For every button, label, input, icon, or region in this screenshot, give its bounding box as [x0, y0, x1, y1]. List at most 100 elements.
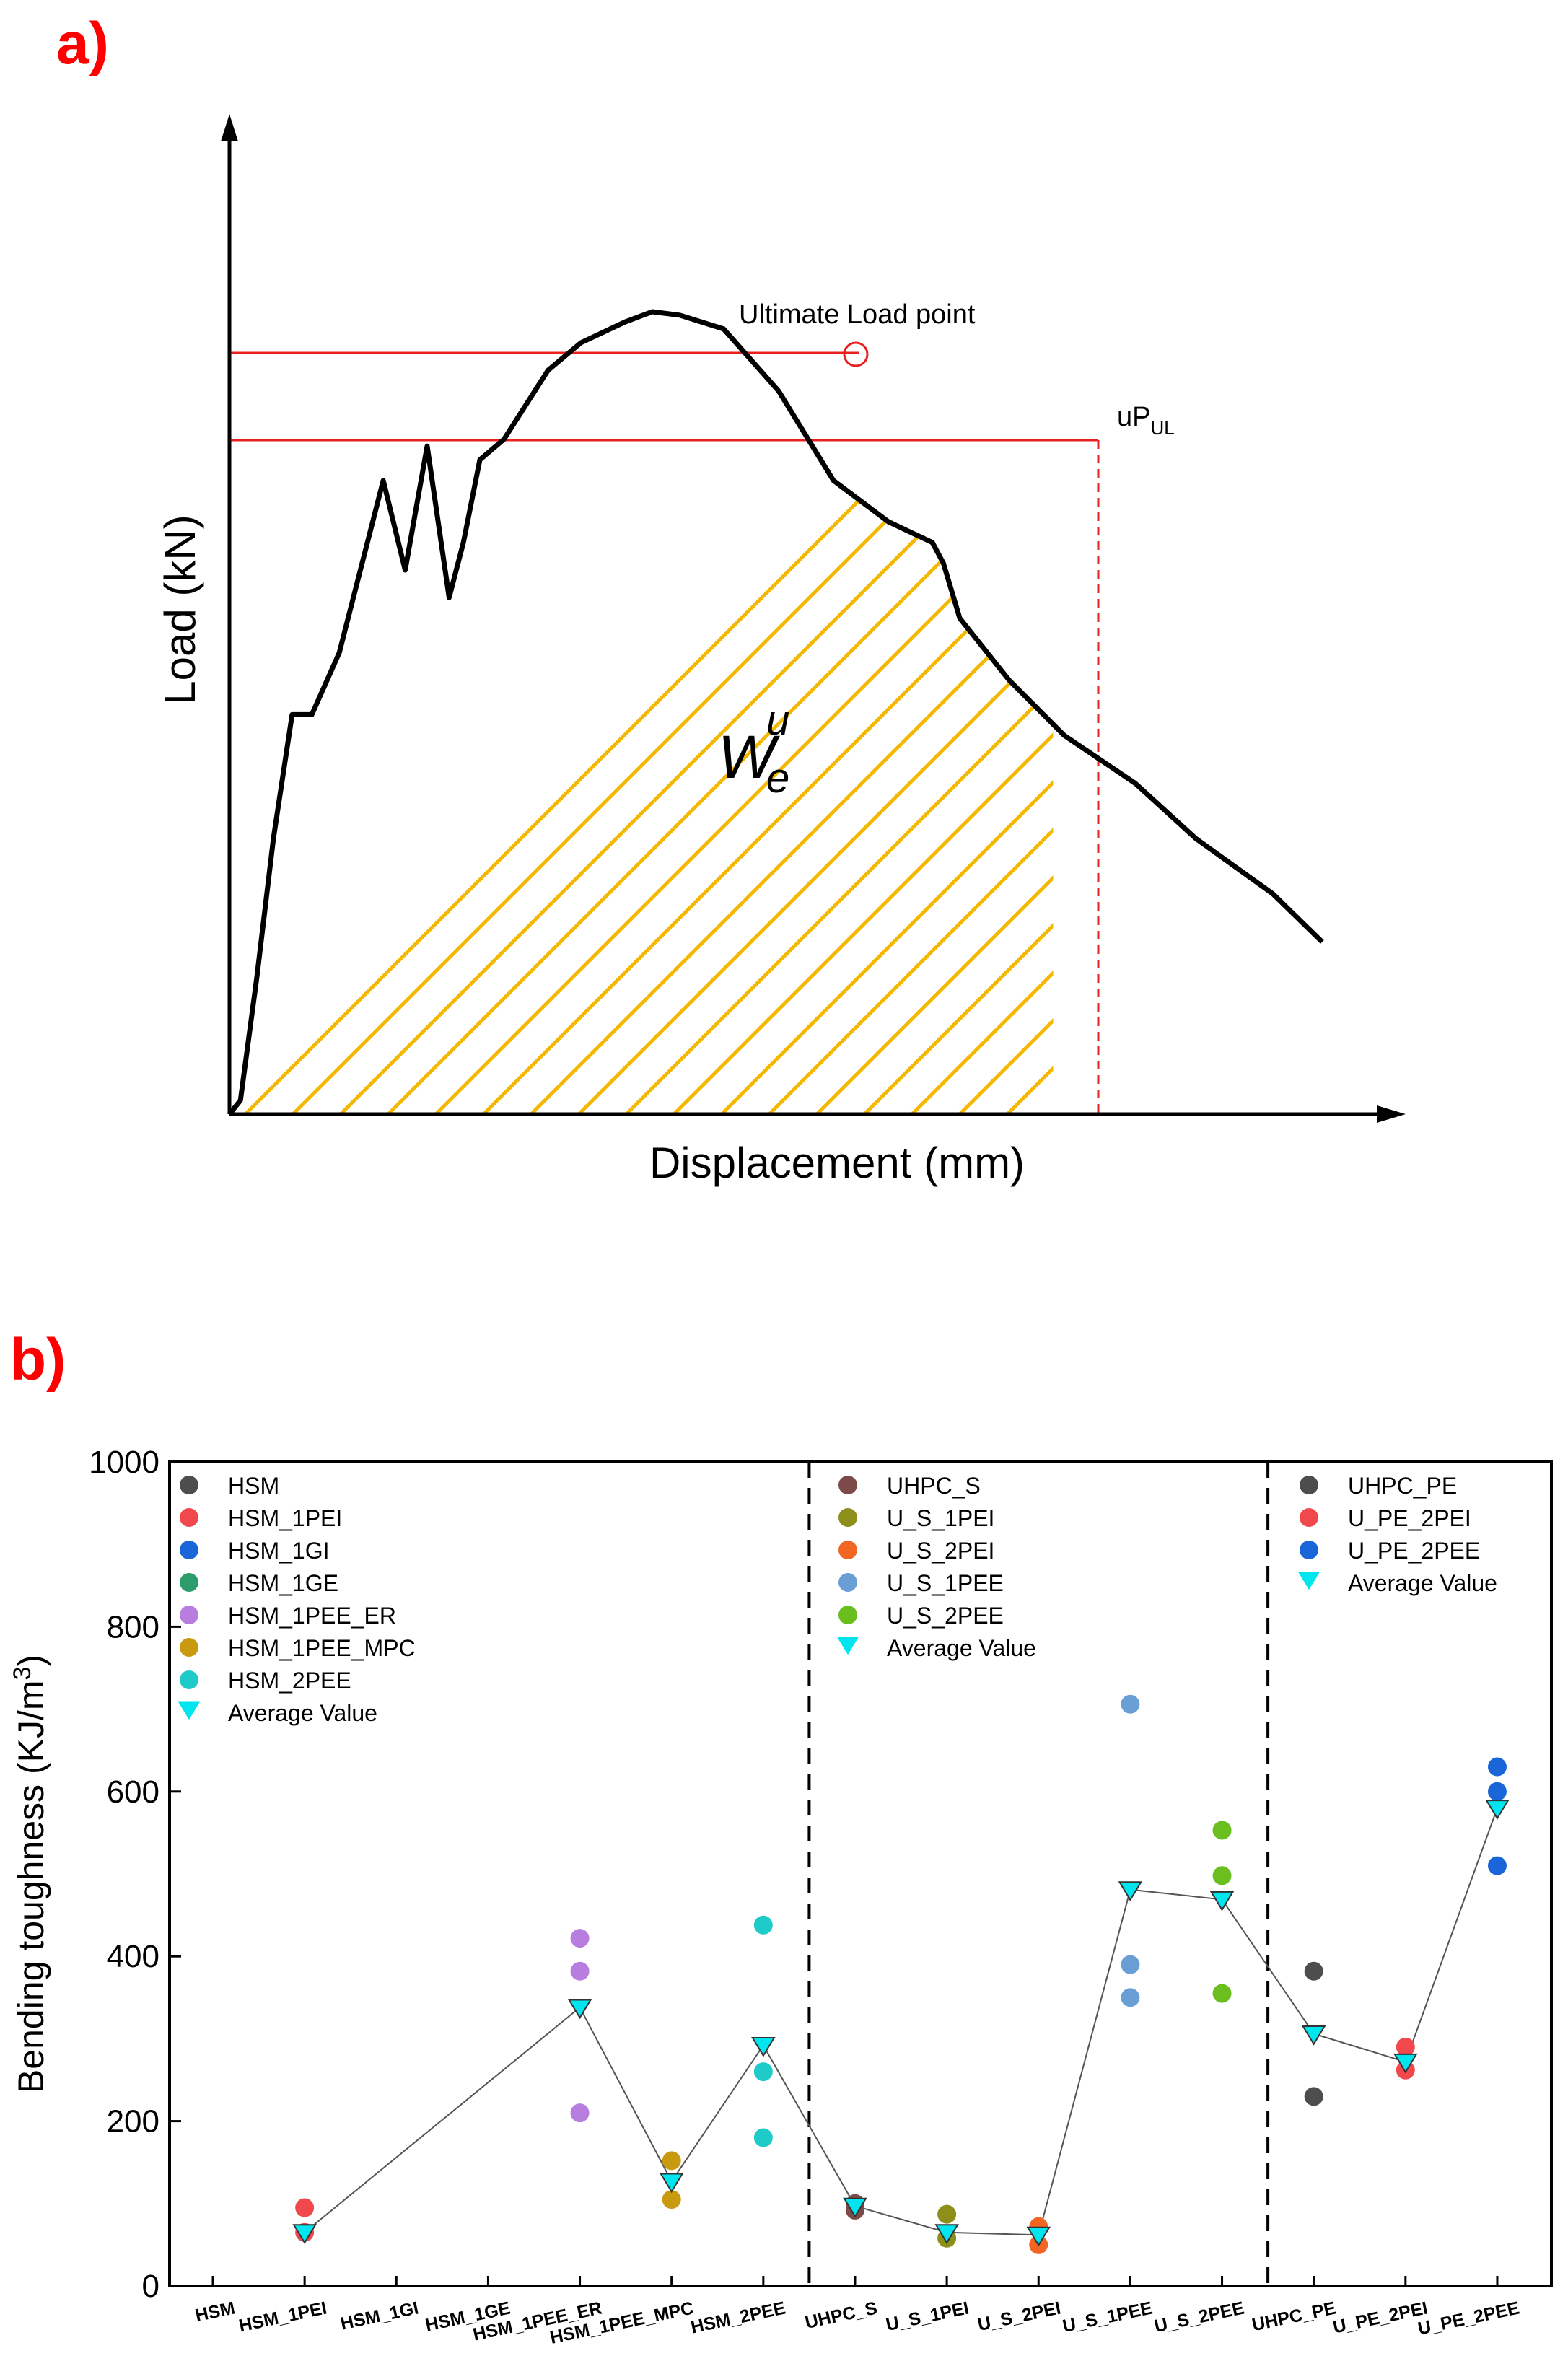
legend-label: HSM_1GI	[228, 1538, 329, 1564]
data-point	[570, 1929, 590, 1948]
average-marker	[659, 2173, 684, 2194]
data-point	[662, 2151, 681, 2171]
legend-marker	[180, 1476, 198, 1494]
data-point	[1212, 1984, 1232, 2003]
data-point	[937, 2204, 957, 2224]
x-tick-label: U_S_2PEE	[1152, 2298, 1246, 2336]
legend-label: HSM_1GE	[228, 1570, 338, 1596]
legend-marker	[180, 1606, 198, 1624]
legend-label: HSM_1PEI	[228, 1505, 342, 1531]
average-marker	[1301, 2025, 1326, 2046]
y-tick-label: 200	[107, 2104, 159, 2139]
data-point	[753, 2128, 773, 2147]
legend-label: Average Value	[228, 1700, 377, 1726]
average-marker	[751, 2037, 776, 2057]
legend-average-marker	[178, 1701, 200, 1720]
legend-marker	[1300, 1476, 1318, 1494]
group-dividers	[807, 1462, 1270, 2286]
legend-label: HSM_2PEE	[228, 1668, 351, 1694]
hatch-line	[1198, 104, 1568, 1114]
energy-label: Wu e	[718, 697, 789, 802]
y-tick-label: 0	[142, 2269, 159, 2304]
average-marker	[1209, 1891, 1235, 1911]
legend-group: HSM HSM_1PEI HSM_1GI HSM_1GE HSM_1PEE_ER HSM_…	[178, 1473, 416, 1726]
hatch-line	[1006, 312, 1054, 1114]
data-point	[1304, 2087, 1323, 2106]
legend-label: U_S_2PEE	[887, 1603, 1004, 1629]
hatch-line	[673, 312, 1054, 1114]
legends: HSM HSM_1PEI HSM_1GI HSM_1GE HSM_1PEE_ER HSM_…	[178, 1473, 1497, 1726]
upul-label-sub: UL	[1150, 417, 1174, 439]
average-marker	[292, 2224, 317, 2244]
hatch-line	[958, 312, 1054, 1114]
legend-marker	[838, 1508, 857, 1527]
legend-marker	[180, 1638, 198, 1657]
energy-label-sup: u	[766, 697, 789, 744]
x-tick-label: U_S_2PEI	[976, 2298, 1062, 2335]
hatch-line	[1245, 104, 1568, 1114]
hatch-line	[911, 312, 1054, 1114]
upul-label-main: uP	[1117, 402, 1150, 432]
hatch-line	[720, 312, 1054, 1114]
x-tick-label: HSM_2PEE	[689, 2298, 787, 2337]
data-point	[1121, 1694, 1140, 1714]
average-marker	[1485, 1800, 1510, 1820]
hatch-line	[292, 312, 1054, 1114]
legend-label: U_S_1PEE	[887, 1570, 1004, 1596]
average-marker	[1118, 1881, 1143, 1901]
legend-average-marker	[837, 1637, 859, 1655]
panel-a-load-displacement: a) Ultimate Load point uPUL Wu e Load (kN…	[56, 11, 1568, 1187]
data-point	[570, 1961, 590, 1981]
legend-label: U_S_1PEI	[887, 1505, 994, 1531]
y-tick-label: 1000	[89, 1445, 159, 1480]
hatch-line	[244, 312, 1054, 1114]
panel-a-x-label: Displacement (mm)	[649, 1139, 1025, 1187]
data-point	[753, 2062, 773, 2082]
panel-b-y-label: Bending toughness (KJ/m3)	[9, 1655, 51, 2093]
data-point	[662, 2190, 681, 2209]
x-tick-label: UHPC_S	[803, 2298, 879, 2332]
data-point	[753, 1915, 773, 1935]
plot-frame	[168, 1460, 1553, 2287]
legend-marker	[838, 1541, 857, 1559]
legend-marker	[838, 1476, 857, 1494]
energy-hatch-area	[244, 104, 1568, 1114]
hatch-line	[1150, 104, 1568, 1114]
data-point	[570, 2103, 590, 2123]
x-tick-label: U_S_1PEI	[884, 2298, 971, 2335]
hatch-line	[339, 312, 1054, 1114]
legend-marker	[1300, 1541, 1318, 1559]
legend-label: HSM_1PEE_MPC	[228, 1635, 416, 1661]
y-label-close: )	[11, 1655, 51, 1667]
data-point	[1487, 1782, 1507, 1801]
x-tick-label: U_S_1PEE	[1061, 2298, 1155, 2336]
y-tick-label: 400	[107, 1939, 159, 1974]
hatch-line	[387, 312, 1054, 1114]
hatch-line	[815, 312, 1054, 1114]
ultimate-load-marker	[843, 341, 869, 367]
hatch-line	[768, 312, 1054, 1114]
legend-marker	[838, 1573, 857, 1592]
data-point	[1212, 1866, 1232, 1885]
y-tick-label: 800	[107, 1609, 159, 1644]
panel-b-label: b)	[10, 1327, 66, 1393]
upul-label: uPUL	[1117, 402, 1175, 439]
legend-marker	[180, 1670, 198, 1689]
data-point	[1487, 1856, 1507, 1875]
hatch-line	[530, 312, 1054, 1114]
average-marker	[1026, 2226, 1051, 2247]
x-tick-label: HSM	[193, 2298, 237, 2326]
average-marker	[934, 2224, 959, 2244]
hatch-line	[1103, 104, 1568, 1114]
legend-group: UHPC_S U_S_1PEI U_S_2PEI U_S_1PEE U_S_2PEE Av…	[837, 1473, 1036, 1661]
legend-label: HSM	[228, 1473, 279, 1499]
legend-label: U_PE_2PEI	[1348, 1505, 1471, 1531]
hatch-line	[863, 312, 1054, 1114]
y-label-main: Bending toughness (KJ/m	[11, 1681, 51, 2094]
x-tick-label: U_PE_2PEI	[1331, 2298, 1429, 2337]
load-curve	[227, 309, 1324, 1116]
x-axis-arrowhead	[1377, 1105, 1406, 1123]
average-marker	[843, 2197, 867, 2218]
legend-label: Average Value	[887, 1635, 1036, 1661]
